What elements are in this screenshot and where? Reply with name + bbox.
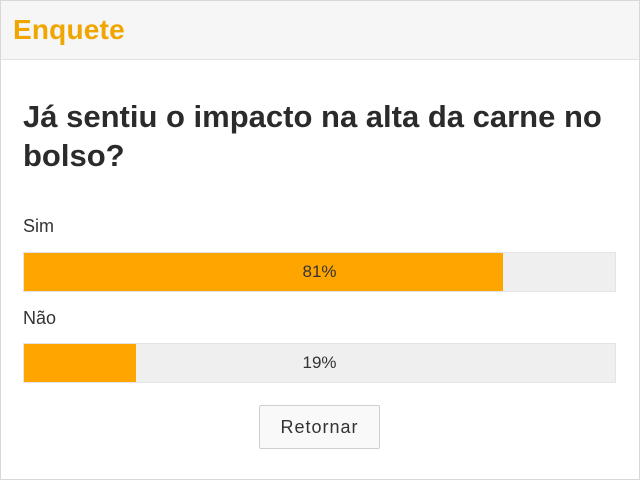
option-label-nao: Não xyxy=(23,308,57,328)
result-bar-fill-nao xyxy=(24,344,137,382)
result-bar-nao: 19% xyxy=(23,343,616,383)
poll-question: Já sentiu o impacto na alta da carne no … xyxy=(23,99,602,173)
back-button[interactable]: Retornar xyxy=(259,405,380,449)
result-bar-fill-sim xyxy=(24,253,503,291)
result-percent-sim: 81% xyxy=(302,262,337,281)
result-bar-sim: 81% xyxy=(23,252,616,292)
result-percent-nao: 19% xyxy=(302,353,337,372)
poll-header: Enquete xyxy=(1,1,639,60)
poll-title: Enquete xyxy=(13,14,125,45)
option-label-sim: Sim xyxy=(23,216,54,236)
